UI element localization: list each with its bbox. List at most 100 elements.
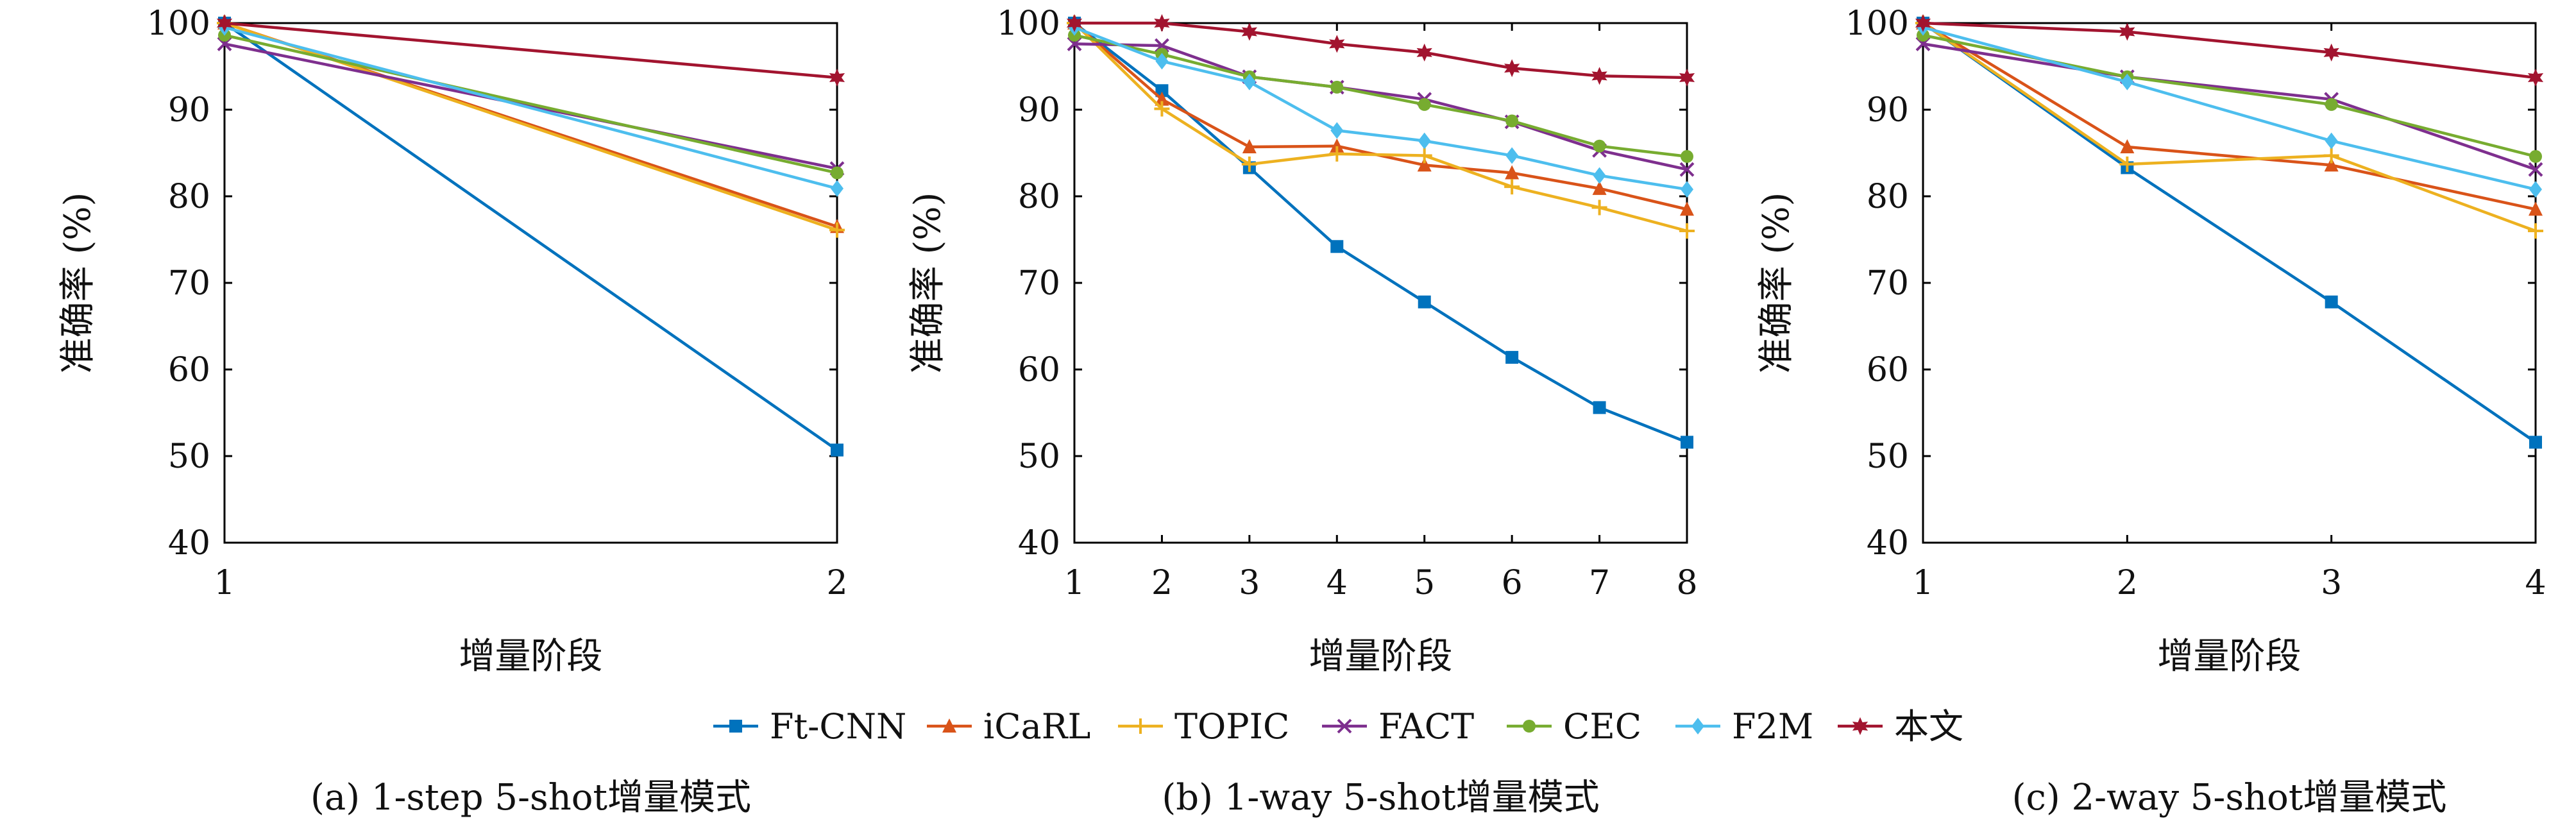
legend-label: CEC: [1563, 706, 1641, 747]
legend-item-f2m: F2M: [1675, 706, 1813, 747]
data-point-ft-cnn: [1418, 295, 1431, 309]
data-point-topic: [1504, 179, 1520, 195]
y-tick-label: 60: [1867, 351, 1909, 389]
data-point-topic: [2528, 223, 2543, 239]
y-tick-label: 90: [1018, 91, 1060, 130]
data-point-本文: [1066, 14, 1083, 32]
y-tick-label: 50: [1018, 437, 1060, 476]
x-tick-label: 6: [1502, 564, 1523, 602]
y-axis-title: 准确率 (%): [1756, 192, 1797, 374]
x-tick-label: 1: [1063, 564, 1085, 602]
series-line-本文: [224, 21, 838, 80]
data-point-topic: [1591, 199, 1607, 216]
data-point-f2m: [1593, 167, 1606, 184]
y-tick-label: 40: [1867, 524, 1909, 563]
series-line-fact: [224, 42, 838, 171]
y-tick-label: 80: [1867, 178, 1909, 216]
data-point-本文: [216, 14, 233, 32]
legend-item-本文: 本文: [1838, 706, 1963, 747]
legend-label: TOPIC: [1174, 706, 1289, 747]
data-point-ft-cnn: [1681, 436, 1693, 449]
legend-label: Ft-CNN: [770, 706, 906, 747]
series-line-fact: [1922, 42, 2536, 171]
data-point-topic: [1329, 146, 1345, 162]
data-point-ft-cnn: [2529, 436, 2542, 449]
data-point-icarl: [1680, 201, 1694, 216]
x-tick-label: 3: [2321, 564, 2342, 602]
data-point-cec: [2325, 98, 2338, 111]
y-tick-label: 40: [168, 524, 210, 563]
data-point-ft-cnn: [1593, 401, 1606, 414]
y-tick-label: 70: [1018, 264, 1060, 303]
legend-swatch-marker: [1337, 718, 1352, 734]
series-line-f2m: [1922, 26, 2536, 191]
x-tick-label: 1: [1912, 564, 1933, 602]
chart-panel-1: 40 50 60 70 80 90 100 1 2 增量阶段 准确率 (%): [57, 4, 848, 677]
series-line-cec: [224, 33, 838, 174]
data-point-本文: [2527, 69, 2544, 87]
x-tick-label: 2: [826, 564, 847, 602]
data-point-本文: [2323, 43, 2339, 62]
y-tick-label: 50: [1867, 437, 1909, 476]
caption-2: (b) 1-way 5-shot增量模式: [1162, 777, 1599, 819]
data-point-topic: [2323, 148, 2339, 164]
legend-swatch-marker: [942, 718, 956, 733]
series-ft-cnn: [1917, 17, 2542, 449]
series-line-ft-cnn: [223, 22, 838, 452]
data-point-topic: [829, 222, 845, 238]
caption-1: (a) 1-step 5-shot增量模式: [310, 777, 751, 819]
series-line-fact: [1074, 42, 1688, 171]
series-ft-cnn: [218, 17, 843, 457]
legend-swatch-marker: [1852, 717, 1868, 735]
data-point-ft-cnn: [831, 443, 843, 457]
data-point-f2m: [1418, 132, 1431, 149]
data-point-本文: [1329, 35, 1345, 53]
x-tick-label: 7: [1589, 564, 1610, 602]
y-axis-title: 准确率 (%): [907, 192, 949, 374]
y-tick-label: 60: [1018, 351, 1060, 389]
data-point-cec: [1681, 149, 1693, 163]
legend-swatch-marker: [1523, 720, 1536, 733]
data-point-topic: [2119, 157, 2135, 173]
data-point-fact: [2528, 162, 2543, 177]
data-point-icarl: [1417, 157, 1432, 172]
series-line-ft-cnn: [1073, 22, 1688, 444]
series-line-f2m: [224, 26, 838, 191]
series-icarl: [1916, 15, 2543, 216]
series-f2m: [218, 19, 843, 197]
x-tick-label: 4: [2525, 564, 2546, 602]
data-point-本文: [1679, 69, 1695, 87]
data-point-icarl: [1242, 139, 1257, 154]
data-point-f2m: [1155, 53, 1169, 70]
series-本文: [1915, 14, 2544, 87]
data-point-本文: [2119, 22, 2135, 41]
legend-label: F2M: [1732, 706, 1813, 747]
legend-item-topic: TOPIC: [1118, 706, 1289, 747]
data-point-icarl: [2324, 157, 2339, 172]
data-point-f2m: [1330, 122, 1344, 139]
y-tick-label: 80: [1018, 178, 1060, 216]
data-point-cec: [1330, 80, 1344, 94]
data-point-topic: [1416, 148, 1432, 164]
series-本文: [1066, 14, 1695, 87]
x-tick-label: 4: [1326, 564, 1348, 602]
series-line-topic: [224, 21, 838, 232]
x-tick-label: 8: [1676, 564, 1697, 602]
data-point-fact: [1679, 162, 1695, 177]
series-topic: [1915, 15, 2543, 239]
legend-item-ft-cnn: Ft-CNN: [713, 706, 906, 747]
y-tick-label: 100: [147, 4, 210, 43]
data-point-本文: [1241, 22, 1257, 41]
data-point-ft-cnn: [2325, 295, 2338, 309]
series-line-本文: [1074, 21, 1688, 80]
legend-item-icarl: iCaRL: [927, 706, 1090, 747]
data-point-f2m: [2529, 181, 2542, 198]
data-point-f2m: [831, 180, 843, 197]
data-point-f2m: [1505, 147, 1519, 164]
x-tick-label: 1: [214, 564, 235, 602]
data-point-cec: [1418, 98, 1431, 111]
legend-swatch-marker: [1691, 718, 1704, 734]
data-point-f2m: [2121, 73, 2134, 90]
series-cec: [1917, 28, 2542, 163]
